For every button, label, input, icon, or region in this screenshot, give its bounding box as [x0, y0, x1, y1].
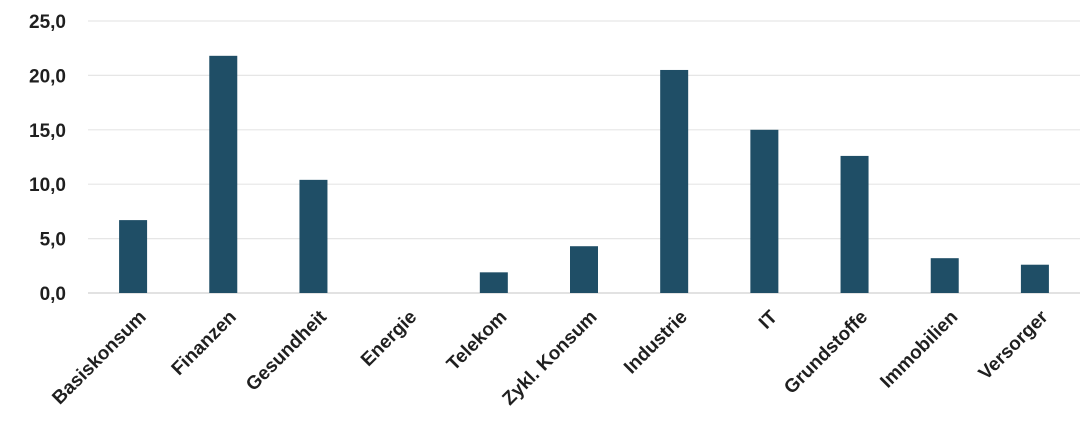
- x-tick-label: Gesundheit: [242, 306, 331, 395]
- bar-basiskonsum: [119, 220, 148, 293]
- x-tick-label: Telekom: [443, 307, 511, 375]
- bar-industrie: [660, 69, 689, 294]
- y-tick-label: 15,0: [29, 121, 66, 142]
- y-axis-ticks: 0,0 5,0 10,0 15,0 20,0 25,0: [29, 12, 66, 305]
- bars: [119, 55, 1049, 294]
- x-tick-label: Versorger: [975, 306, 1053, 384]
- x-tick-label: Grundstoffe: [780, 307, 872, 399]
- bar-versorger: [1020, 264, 1049, 293]
- x-tick-label: Energie: [357, 307, 421, 371]
- x-axis-ticks: Basiskonsum Finanzen Gesundheit Energie Tele…: [48, 306, 1052, 409]
- x-tick-label: Industrie: [620, 307, 692, 379]
- y-tick-label: 10,0: [29, 175, 66, 196]
- y-tick-label: 25,0: [29, 12, 66, 33]
- bar-it: [750, 129, 779, 293]
- bar-zykl-konsum: [570, 246, 598, 293]
- bar-telekom: [479, 272, 508, 293]
- x-tick-label: Basiskonsum: [48, 307, 150, 409]
- x-tick-label: Immobilien: [876, 307, 962, 393]
- y-tick-label: 20,0: [29, 66, 66, 87]
- bar-gesundheit: [299, 179, 328, 293]
- x-tick-label: Zykl. Konsum: [499, 307, 602, 410]
- bar-grundstoffe: [840, 155, 869, 293]
- x-tick-label: IT: [755, 306, 782, 333]
- bar-finanzen: [209, 55, 238, 293]
- y-tick-label: 5,0: [40, 230, 66, 251]
- gridlines: [88, 20, 1080, 294]
- bar-immobilien: [930, 258, 959, 293]
- y-tick-label: 0,0: [40, 284, 66, 305]
- x-tick-label: Finanzen: [168, 307, 241, 380]
